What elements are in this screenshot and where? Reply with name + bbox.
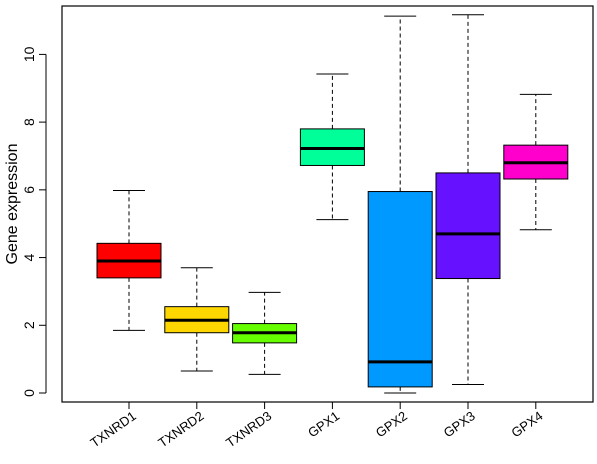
boxes-layer [96,14,569,394]
y-tick-label-0: 0 [21,389,37,397]
x-tick-label-gpx2: GPX2 [373,408,410,440]
x-tick-label-gpx3: GPX3 [441,408,478,440]
x-tick-label-txnrd1: TXNRD1 [88,408,139,450]
y-tick-label-2: 2 [21,321,37,329]
y-tick-label-8: 8 [21,118,37,126]
box-txnrd2 [164,267,230,372]
y-tick-label-10: 10 [21,46,37,62]
box-gpx1 [299,73,365,221]
y-axis-title: Gene expression [4,144,21,265]
x-tick-label-gpx4: GPX4 [509,408,546,440]
y-tick-label-6: 6 [21,186,37,194]
box-gpx2 [367,15,433,394]
iqr-box-gpx2 [367,191,433,388]
y-axis: 0 2 4 6 8 10 [21,46,47,397]
plot-frame [61,5,594,403]
box-gpx4 [503,93,569,231]
box-txnrd1 [96,190,162,331]
x-tick-label-txnrd2: TXNRD2 [155,408,206,450]
x-tick-label-txnrd3: TXNRD3 [223,408,274,450]
box-gpx3 [435,14,501,386]
y-tick-label-4: 4 [21,253,37,261]
x-axis: TXNRD1 TXNRD2 TXNRD3 GPX1 GPX2 GPX3 GPX4 [88,402,546,450]
box-txnrd3 [232,291,298,375]
x-tick-label-gpx1: GPX1 [305,408,342,440]
iqr-box-gpx3 [435,172,501,280]
